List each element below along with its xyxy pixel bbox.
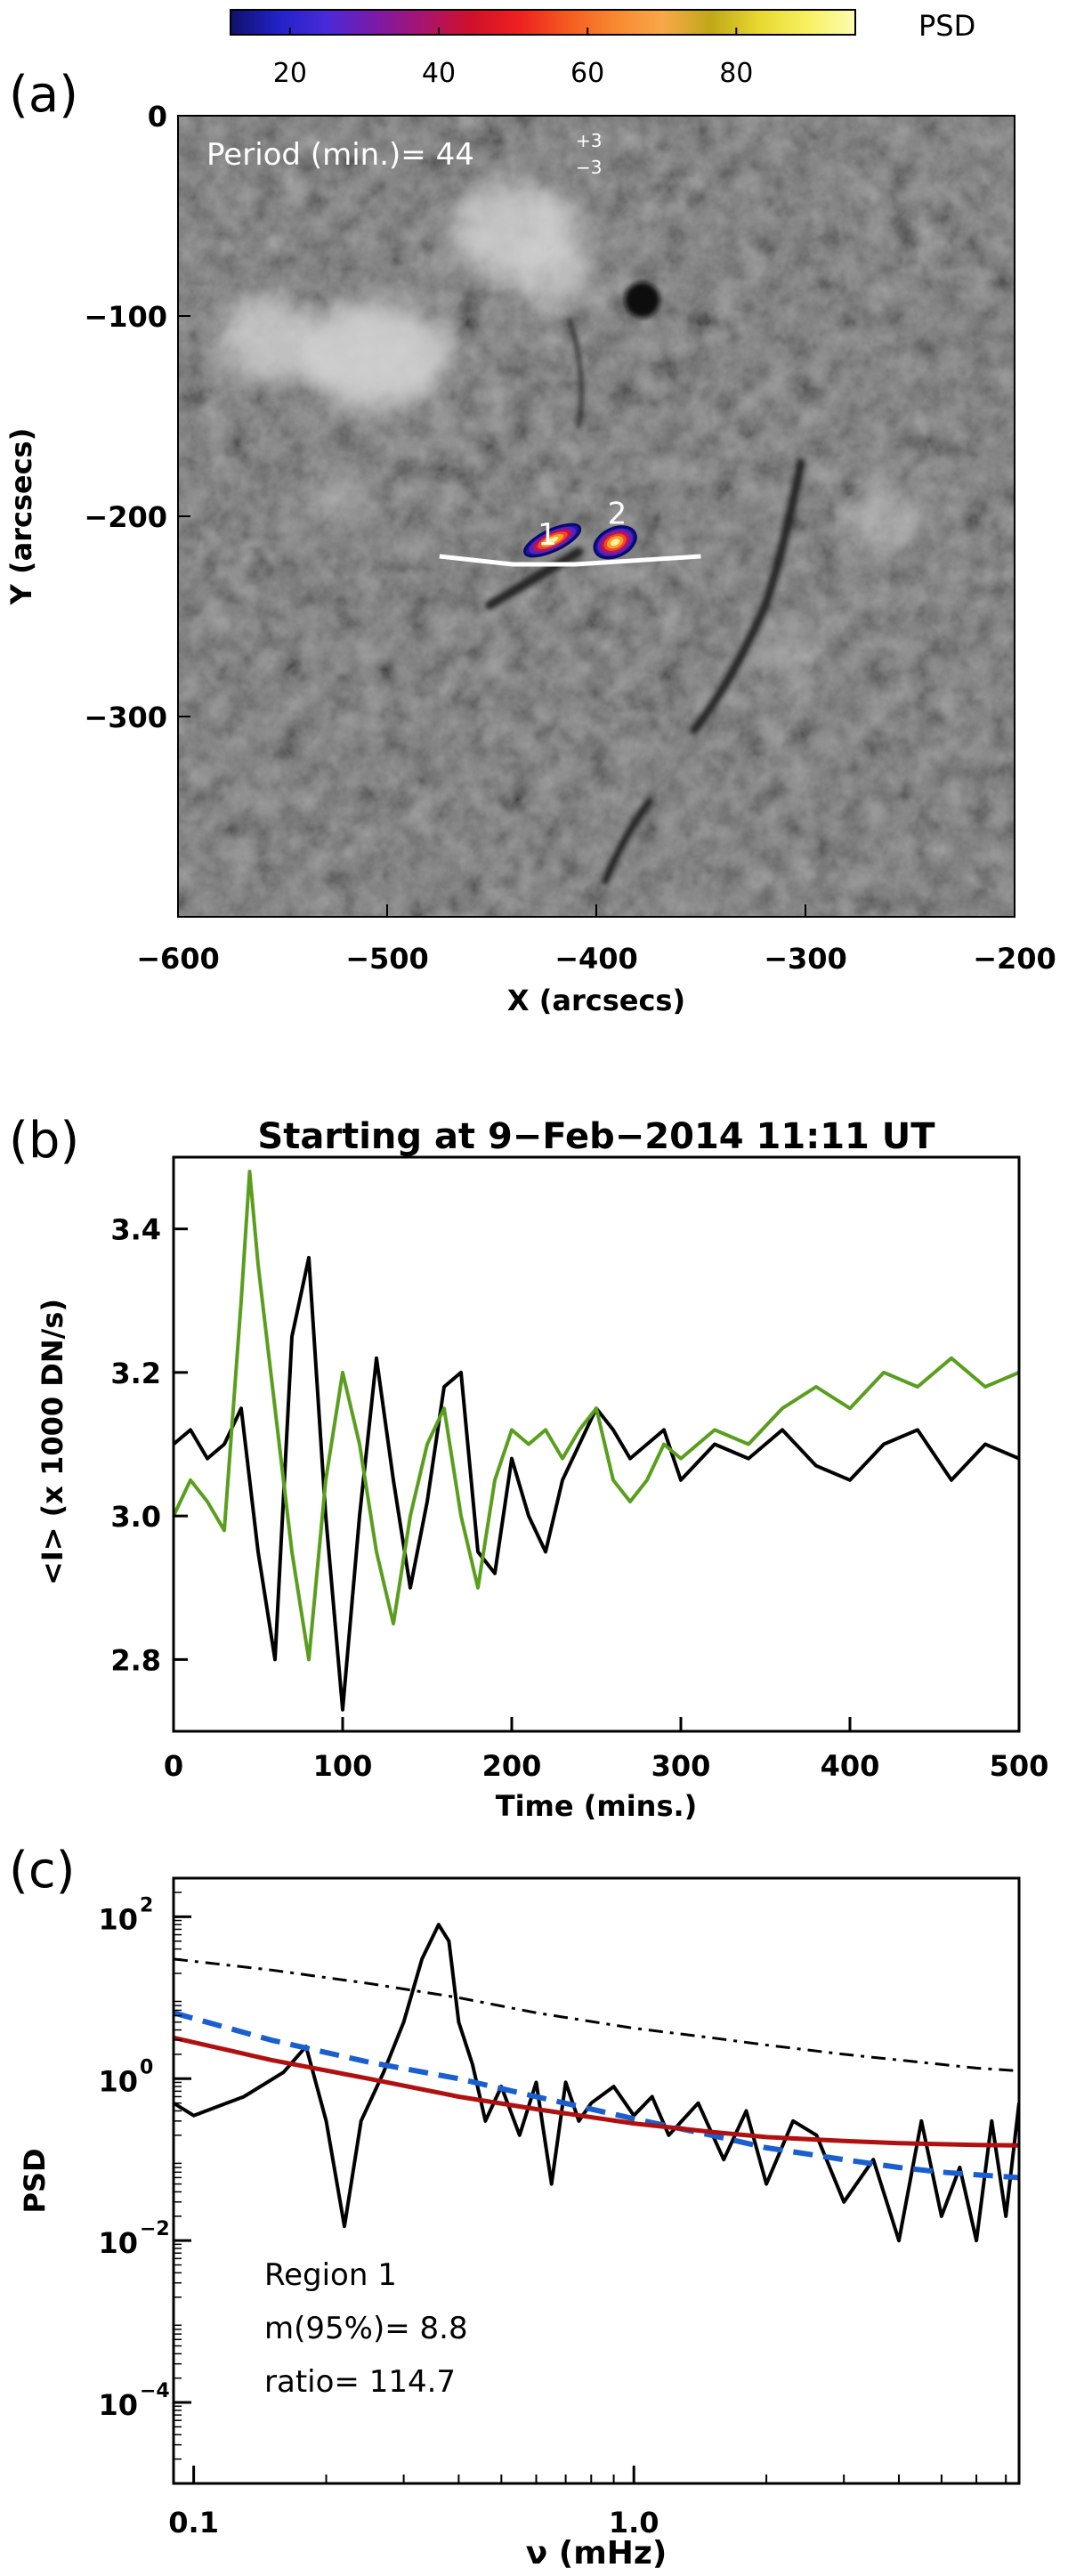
panel-c-frame xyxy=(172,1876,1021,2485)
filaments xyxy=(485,319,805,885)
colorbar-gradient xyxy=(230,9,856,36)
sunspot xyxy=(624,282,660,318)
panel-a-map: 12 Period (min.)= 44 +3 −3 −600 −500 −400−… xyxy=(4,100,1056,1017)
colorbar-tick-label: 20 xyxy=(273,58,307,89)
x-tick-label: −500 xyxy=(345,942,429,976)
psd-contour-level xyxy=(611,539,620,547)
y-tick-exponent: −2 xyxy=(140,2218,170,2240)
panel-c-xlabel: ν (mHz) xyxy=(526,2535,668,2572)
psd-series-4 xyxy=(174,2035,1019,2148)
panel-b-lightcurves: Starting at 9−Feb−2014 11:11 UT 0 100 200 3… xyxy=(36,1116,1048,1823)
colorbar: PSD 20 40 60 80 xyxy=(230,9,975,89)
y-tick-label: 3.0 xyxy=(110,1500,161,1534)
colorbar-tick-label: 60 xyxy=(570,58,604,89)
panel-c-ylabel: PSD xyxy=(18,2148,52,2213)
x-tick-label: 500 xyxy=(990,1749,1049,1783)
x-tick-label: 400 xyxy=(821,1749,880,1783)
x-tick-label: −200 xyxy=(973,942,1056,976)
y-tick-label: 2.8 xyxy=(110,1643,161,1677)
y-tick-label: −300 xyxy=(84,701,167,734)
x-tick-label: 0 xyxy=(164,1749,183,1783)
y-tick-label: −200 xyxy=(84,500,167,534)
plage-brightenings xyxy=(218,182,926,685)
y-tick-label: 3.2 xyxy=(110,1357,161,1390)
x-tick-label: 200 xyxy=(482,1749,542,1783)
period-annotation: Period (min.)= 44 xyxy=(206,137,474,173)
panel-b-series xyxy=(174,1170,1019,1712)
y-tick-label: 10 xyxy=(98,2388,138,2422)
y-tick-label: 3.4 xyxy=(110,1213,161,1247)
panel-b-axes: 0 100 200 300 400 500 2.8 3.0 3.2 3.4 xyxy=(110,1213,1048,1783)
y-tick-label: 0 xyxy=(148,100,167,134)
y-tick-label: 10 xyxy=(98,2226,138,2260)
x-tick-label: −600 xyxy=(136,942,220,976)
y-tick-label: −100 xyxy=(84,300,167,334)
y-tick-label: 10 xyxy=(98,1902,138,1936)
colorbar-tick-label: 80 xyxy=(719,58,753,89)
y-tick-label: 10 xyxy=(98,2064,138,2098)
psd-series-1 xyxy=(174,1923,1019,2243)
colorbar-ticks: 20 40 60 80 xyxy=(273,28,753,89)
panel-b-xlabel: Time (mins.) xyxy=(496,1789,698,1823)
x-tick-label: −400 xyxy=(554,942,638,976)
region-label-1: 1 xyxy=(538,517,557,553)
y-tick-exponent: −4 xyxy=(140,2380,170,2402)
psd-contours: 12 xyxy=(523,497,637,560)
lightcurve-series-2 xyxy=(174,1170,1019,1662)
psd-series-3 xyxy=(174,2010,1019,2181)
lightcurve-series-1 xyxy=(174,1255,1019,1712)
y-tick-exponent: 2 xyxy=(140,1894,153,1916)
colorbar-tick-label: 40 xyxy=(422,58,456,89)
region-annotation: Region 1 xyxy=(264,2257,397,2293)
psd-series-2 xyxy=(174,1957,1019,2072)
panel-a-axes: −600 −500 −400 −300 −200 0 −100 −200 −300 xyxy=(84,100,1056,976)
y-tick-exponent: 0 xyxy=(140,2056,153,2078)
panel-b-label: (b) xyxy=(9,1112,79,1170)
x-tick-label: 100 xyxy=(313,1749,373,1783)
period-sup: +3 xyxy=(576,130,602,151)
x-tick-label: 300 xyxy=(651,1749,711,1783)
period-sub: −3 xyxy=(576,157,602,178)
ratio-annotation: ratio= 114.7 xyxy=(264,2364,456,2400)
panel-a-xlabel: X (arcsecs) xyxy=(507,984,685,1017)
x-tick-label: 1.0 xyxy=(609,2506,659,2540)
panel-b-ylabel: <I> (x 1000 DN/s) xyxy=(36,1299,69,1585)
x-tick-label: 0.1 xyxy=(168,2506,219,2540)
panel-b-title: Starting at 9−Feb−2014 11:11 UT xyxy=(257,1116,935,1157)
panel-b-frame xyxy=(172,1155,1021,1733)
panel-a-label: (a) xyxy=(9,66,78,124)
panel-c-series xyxy=(174,1923,1019,2243)
colorbar-label: PSD xyxy=(918,9,975,43)
x-tick-label: −300 xyxy=(764,942,847,976)
panel-a-ylabel: Y (arcsecs) xyxy=(4,428,38,606)
psd-contour-level xyxy=(546,537,559,544)
panel-c-label: (c) xyxy=(9,1842,75,1900)
slit-path xyxy=(439,554,701,567)
m95-annotation: m(95%)= 8.8 xyxy=(264,2311,468,2346)
region-label-2: 2 xyxy=(608,497,627,532)
